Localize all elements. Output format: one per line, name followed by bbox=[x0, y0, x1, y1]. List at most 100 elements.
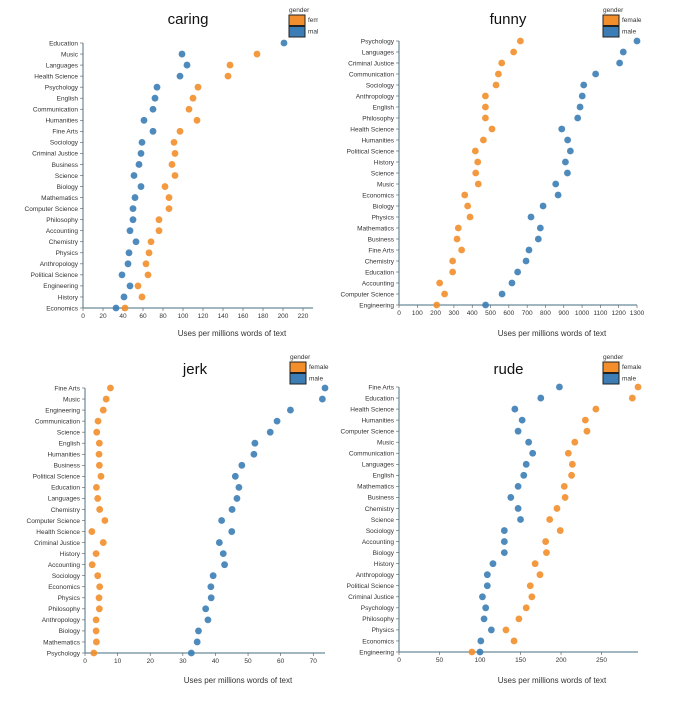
x-tick-label: 70 bbox=[310, 658, 318, 665]
data-point-male bbox=[251, 439, 259, 447]
data-point-male bbox=[321, 384, 329, 392]
chart-panel-funny: funny Psychology Languages Criminal Justice… bbox=[341, 7, 645, 338]
y-tick-label: Mathematics bbox=[357, 225, 395, 232]
data-point-male bbox=[228, 506, 236, 513]
data-point-male bbox=[204, 616, 212, 624]
data-point-male bbox=[476, 648, 484, 656]
y-tick-label: Education bbox=[365, 395, 394, 402]
y-tick-label: Anthropology bbox=[40, 261, 79, 268]
x-tick-label: 10 bbox=[114, 658, 122, 665]
data-point-male bbox=[529, 449, 537, 457]
y-tick-label: English bbox=[57, 96, 79, 103]
y-tick-label: Sociology bbox=[52, 573, 81, 580]
y-tick-label: Sociology bbox=[50, 140, 79, 147]
data-point-male bbox=[564, 169, 571, 177]
y-tick-label: Political Science bbox=[347, 583, 395, 590]
y-tick-label: Mathematics bbox=[41, 195, 79, 202]
y-tick-label: Physics bbox=[58, 595, 81, 602]
legend-swatch-male bbox=[288, 26, 306, 38]
data-point-female bbox=[583, 427, 591, 435]
data-point-male bbox=[564, 136, 572, 144]
data-point-male bbox=[500, 527, 508, 534]
data-point-male bbox=[137, 183, 145, 190]
data-point-male bbox=[616, 59, 624, 67]
data-point-female bbox=[95, 594, 103, 602]
data-point-female bbox=[571, 438, 579, 446]
data-point-male bbox=[483, 571, 491, 579]
data-point-male bbox=[507, 494, 515, 501]
data-point-male bbox=[149, 105, 157, 113]
data-point-male bbox=[576, 103, 584, 111]
data-point-male bbox=[235, 483, 243, 491]
y-tick-label: Languages bbox=[46, 62, 79, 69]
legend-label-male: male bbox=[622, 29, 636, 36]
x-tick-label: 140 bbox=[218, 313, 229, 320]
y-tick-label: Philosophy bbox=[362, 115, 395, 122]
legend-swatch-female bbox=[602, 361, 620, 373]
y-tick-label: Chemistry bbox=[365, 506, 395, 513]
data-point-female bbox=[516, 37, 524, 45]
y-tick-label: Criminal Justice bbox=[32, 151, 78, 158]
data-point-male bbox=[132, 238, 140, 246]
legend-label-female: female bbox=[308, 17, 328, 24]
x-axis-label: Uses per millions words of text bbox=[498, 329, 607, 338]
data-point-female bbox=[165, 194, 173, 201]
legend: gender female male bbox=[602, 7, 642, 38]
data-point-female bbox=[88, 528, 96, 535]
x-tick-label: 0 bbox=[397, 310, 401, 317]
data-point-male bbox=[187, 649, 195, 657]
data-point-male bbox=[522, 257, 530, 265]
x-tick-label: 120 bbox=[198, 313, 209, 320]
x-tick-label: 100 bbox=[475, 657, 486, 664]
chart-title: funny bbox=[490, 11, 527, 28]
y-tick-label: Fine Arts bbox=[368, 384, 394, 391]
y-tick-label: Philosophy bbox=[46, 217, 79, 224]
data-point-female bbox=[482, 92, 489, 100]
data-point-female bbox=[474, 180, 482, 188]
y-tick-label: Science bbox=[371, 517, 395, 524]
x-tick-label: 100 bbox=[178, 313, 189, 320]
y-tick-label: Psychology bbox=[47, 650, 81, 657]
x-tick-label: 200 bbox=[556, 657, 567, 664]
data-point-female bbox=[498, 59, 506, 67]
y-tick-label: History bbox=[60, 551, 81, 558]
data-point-female bbox=[502, 626, 510, 634]
x-tick-label: 0 bbox=[83, 658, 87, 665]
data-point-male bbox=[135, 161, 143, 168]
x-tick-label: 100 bbox=[412, 310, 423, 317]
data-point-male bbox=[500, 549, 508, 557]
data-point-male bbox=[514, 505, 522, 512]
data-point-female bbox=[466, 213, 474, 221]
data-point-female bbox=[185, 105, 193, 113]
data-point-female bbox=[171, 172, 179, 179]
x-tick-label: 40 bbox=[212, 658, 220, 665]
data-point-female bbox=[107, 384, 114, 392]
y-tick-label: Music bbox=[61, 51, 79, 58]
data-point-male bbox=[482, 301, 489, 309]
x-tick-label: 1000 bbox=[575, 310, 590, 317]
data-point-female bbox=[568, 460, 576, 468]
data-point-male bbox=[215, 539, 223, 546]
legend-swatch-male bbox=[289, 373, 307, 385]
data-point-male bbox=[566, 147, 574, 155]
data-point-female bbox=[96, 506, 104, 513]
data-point-male bbox=[250, 450, 258, 458]
data-point-male bbox=[508, 279, 516, 287]
y-tick-label: Education bbox=[51, 485, 80, 492]
x-tick-label: 0 bbox=[397, 657, 401, 664]
data-point-male bbox=[280, 39, 288, 47]
data-point-female bbox=[556, 527, 564, 534]
y-tick-label: Criminal Justice bbox=[348, 594, 394, 601]
x-axis-label: Uses per millions words of text bbox=[498, 676, 607, 685]
data-point-female bbox=[88, 561, 96, 569]
legend-swatch-female bbox=[602, 14, 620, 26]
data-point-female bbox=[99, 406, 107, 414]
data-point-female bbox=[474, 158, 482, 166]
data-point-female bbox=[147, 238, 155, 246]
data-point-female bbox=[176, 127, 184, 135]
data-point-female bbox=[93, 428, 101, 436]
data-point-female bbox=[171, 150, 179, 157]
data-point-female bbox=[581, 416, 589, 424]
data-point-male bbox=[149, 127, 157, 135]
data-point-female bbox=[155, 216, 163, 224]
